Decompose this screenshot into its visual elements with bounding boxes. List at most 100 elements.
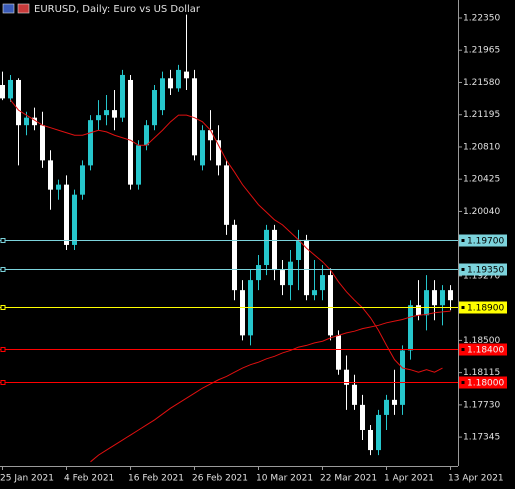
candle-body	[56, 184, 61, 190]
y-tick-label: 1.18115	[463, 368, 500, 378]
candle-body	[304, 239, 309, 296]
candle-body	[288, 261, 293, 286]
y-tick-label: 1.17345	[463, 433, 500, 443]
level-label-box	[459, 263, 507, 276]
flag-icon	[2, 3, 15, 14]
candle-body	[0, 84, 5, 99]
candle-body	[432, 290, 437, 306]
level-label: 1.18400	[467, 346, 504, 356]
level-label: 1.19700	[467, 237, 504, 247]
level-anchor	[0, 267, 6, 272]
candle-body	[216, 140, 221, 166]
level-label-box	[459, 234, 507, 247]
y-tick-label: 1.19270	[463, 271, 500, 281]
candle-body	[328, 275, 333, 336]
level-anchor	[0, 238, 6, 243]
candle-body	[312, 290, 317, 296]
level-anchor	[0, 305, 6, 310]
x-tick-label: 10 Mar 2021	[256, 474, 313, 484]
candle-body	[360, 404, 365, 430]
y-tick-label: 1.21965	[463, 46, 500, 56]
y-tick-label: 1.17730	[463, 400, 500, 410]
level-anchor	[460, 267, 466, 272]
candle-body	[408, 305, 413, 351]
candle-body	[16, 79, 21, 126]
candle-body	[160, 78, 165, 111]
level-label-box	[459, 343, 507, 356]
candle-body	[208, 130, 213, 141]
candle-body	[352, 384, 357, 405]
candle-body	[256, 265, 261, 281]
candle-body	[176, 69, 181, 89]
candle-body	[72, 194, 77, 245]
x-tick-label: 25 Jan 2021	[0, 474, 54, 484]
y-tick-label: 1.20425	[463, 175, 500, 185]
candle-body	[88, 120, 93, 166]
candle-body	[272, 229, 277, 271]
candle-body	[416, 305, 421, 316]
chart-title: EURUSD, Daily: Euro vs US Dollar	[34, 4, 201, 15]
candle-body	[144, 125, 149, 146]
candle-body	[392, 399, 397, 405]
y-tick-label: 1.18500	[463, 336, 500, 346]
candle-body	[8, 79, 13, 99]
x-tick-label: 16 Feb 2021	[128, 474, 184, 484]
y-tick-label: 1.21195	[463, 110, 500, 120]
candle-body	[128, 79, 133, 185]
flag-icon	[17, 3, 30, 14]
plot-area	[0, 14, 453, 463]
candle-body	[112, 110, 117, 118]
candle-body	[24, 117, 29, 126]
candle-body	[104, 110, 109, 116]
candle-body	[264, 229, 269, 266]
candle-body	[232, 224, 237, 291]
level-anchor	[460, 238, 466, 243]
moving-average-line	[10, 99, 443, 373]
candle-body	[440, 290, 445, 306]
candle-body	[376, 414, 381, 451]
y-tick-label: 1.22350	[463, 14, 500, 24]
candle-body	[400, 350, 405, 405]
y-tick-label: 1.20040	[463, 207, 500, 217]
candle-body	[320, 275, 325, 291]
level-anchor	[0, 380, 6, 385]
candle-body	[240, 290, 245, 336]
candle-body	[184, 71, 189, 79]
candle-body	[48, 160, 53, 190]
level-label-box	[459, 301, 507, 314]
candle-body	[64, 184, 69, 245]
level-label: 1.18900	[467, 304, 504, 314]
candle-body	[40, 125, 45, 161]
candle-body	[224, 165, 229, 225]
level-label: 1.19350	[467, 266, 504, 276]
y-tick-label: 1.21580	[463, 78, 500, 88]
x-tick-label: 4 Feb 2021	[64, 474, 114, 484]
candle-body	[152, 90, 157, 126]
candle-body	[384, 399, 389, 415]
candle-body	[368, 429, 373, 451]
level-label-box	[459, 376, 507, 389]
x-tick-label: 1 Apr 2021	[384, 474, 434, 484]
candle-body	[168, 78, 173, 89]
candle-body	[448, 290, 453, 301]
level-label: 1.18000	[467, 379, 504, 389]
moving-average-line	[90, 310, 451, 463]
candle-body	[120, 74, 125, 118]
candle-body	[200, 130, 205, 166]
level-anchor	[0, 347, 6, 352]
x-tick-label: 22 Mar 2021	[320, 474, 377, 484]
candle-body	[296, 239, 301, 261]
candle-body	[32, 117, 37, 126]
candle-body	[192, 78, 197, 156]
level-anchor	[460, 305, 466, 310]
candle-body	[424, 290, 429, 316]
level-anchor	[460, 380, 466, 385]
x-tick-label: 13 Apr 2021	[448, 474, 504, 484]
candle-body	[280, 270, 285, 286]
candle-body	[136, 145, 141, 185]
candle-body	[80, 165, 85, 195]
x-tick-label: 26 Feb 2021	[192, 474, 248, 484]
